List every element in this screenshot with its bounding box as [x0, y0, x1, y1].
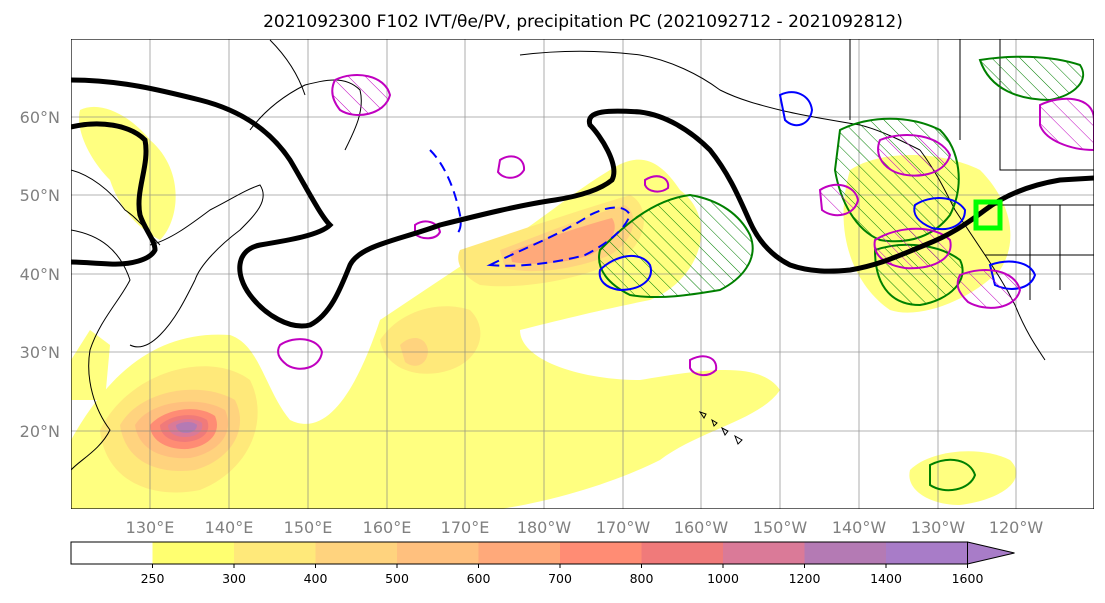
colorbar-tick-label: 600 — [467, 571, 491, 586]
colorbar-segment — [641, 542, 724, 564]
figure-title: 2021092300 F102 IVT/θe/PV, precipitation… — [263, 12, 903, 32]
colorbar-tick-label: 400 — [304, 571, 328, 586]
colorbar-segment — [723, 542, 805, 564]
colorbar-tick-label: 300 — [222, 571, 246, 586]
magenta-contours — [277, 74, 1094, 376]
lat-label: 40°N — [20, 265, 60, 284]
theta-e-contours — [71, 77, 1094, 329]
lon-label: 140°W — [832, 518, 887, 537]
colorbar-segment — [560, 542, 642, 564]
lat-label: 60°N — [20, 108, 60, 127]
colorbar-segment — [804, 542, 887, 564]
colorbar-segment — [315, 542, 398, 564]
lon-label: 150°E — [284, 518, 333, 537]
colorbar-segment — [71, 542, 153, 564]
colorbar-outline — [70, 541, 968, 565]
colorbar-extend-arrow — [967, 541, 1015, 565]
lon-label: 180°W — [517, 518, 572, 537]
target-box — [973, 199, 1003, 231]
colorbar-tick-label: 1400 — [870, 571, 902, 586]
colorbar-segment — [397, 542, 479, 564]
lat-label: 20°N — [20, 422, 60, 441]
colorbar-tick-label: 800 — [630, 571, 654, 586]
lat-label: 30°N — [20, 343, 60, 362]
lon-label: 130°W — [911, 518, 966, 537]
colorbar: 250 300 400 500 600 700 800 1000 1200 1400 1600 — [70, 541, 1015, 586]
lon-label: 160°W — [674, 518, 729, 537]
lon-label: 150°W — [753, 518, 808, 537]
colorbar-segment — [886, 542, 968, 564]
latitude-labels: 60°N 50°N 40°N 30°N 20°N — [20, 108, 60, 441]
lat-label: 50°N — [20, 186, 60, 205]
colorbar-segment — [234, 542, 316, 564]
map-panel — [71, 39, 1094, 509]
longitude-labels: 130°E 140°E 150°E 160°E 170°E 180°W 170°… — [126, 518, 1044, 537]
lon-label: 160°E — [363, 518, 412, 537]
lon-label: 170°E — [441, 518, 490, 537]
colorbar-segment — [152, 542, 235, 564]
colorbar-tick-label: 250 — [141, 571, 165, 586]
lon-label: 120°W — [989, 518, 1044, 537]
lon-label: 130°E — [126, 518, 175, 537]
islands — [698, 411, 743, 445]
lon-label: 170°W — [596, 518, 651, 537]
colorbar-segment — [478, 542, 561, 564]
colorbar-tick-label: 1000 — [707, 571, 739, 586]
colorbar-tick-label: 500 — [385, 571, 409, 586]
colorbar-tick-label: 700 — [548, 571, 572, 586]
lon-label: 140°E — [205, 518, 254, 537]
colorbar-tick-label: 1600 — [952, 571, 984, 586]
colorbar-tick-label: 1200 — [789, 571, 821, 586]
